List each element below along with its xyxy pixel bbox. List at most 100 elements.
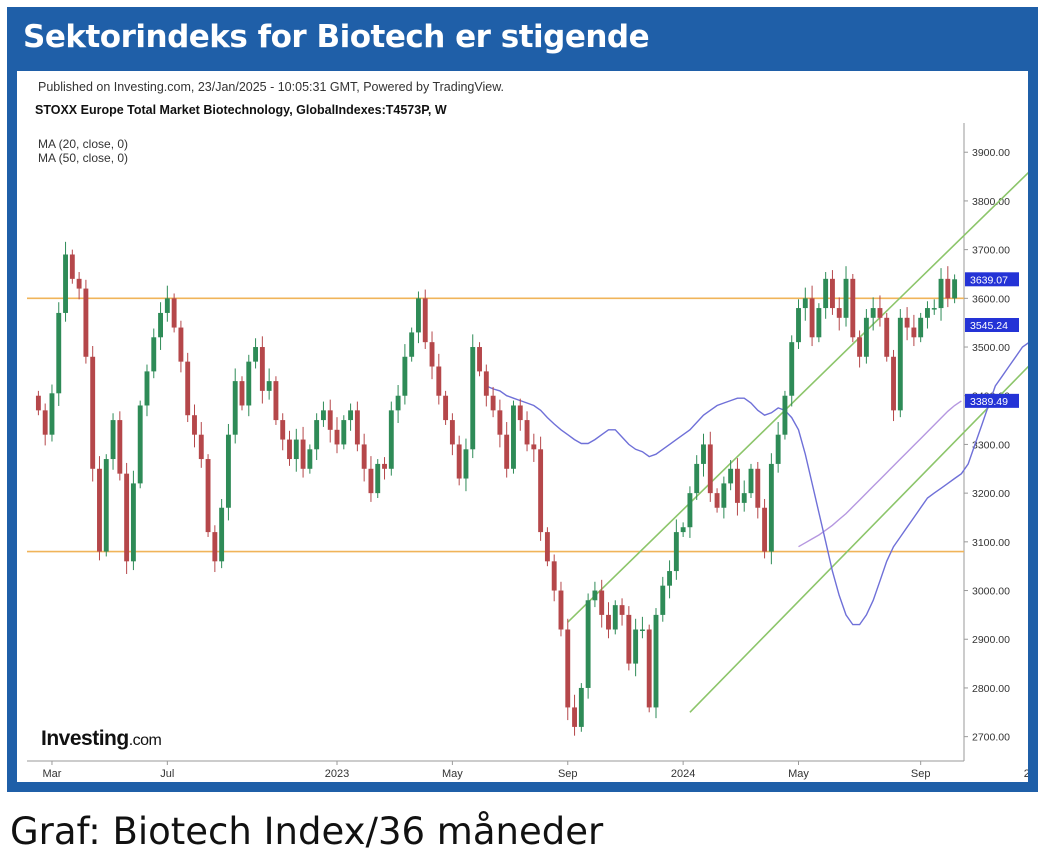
candle-body (857, 337, 863, 357)
candle-body (198, 434, 204, 460)
candle-body (877, 308, 883, 318)
x-tick-label: 2025 (1024, 768, 1028, 780)
candle-body (673, 532, 679, 572)
candle-body (69, 254, 75, 279)
candle-body (565, 629, 571, 708)
candle-body (870, 308, 876, 318)
candle-body (599, 590, 605, 615)
candle-body (225, 434, 231, 508)
x-tick-label: 2023 (325, 768, 349, 780)
candle-body (762, 507, 768, 552)
candle-body (694, 463, 700, 494)
candle-body (300, 439, 306, 469)
trend-channel-line (567, 171, 1028, 623)
investing-logo: Investing.com (41, 727, 162, 750)
x-tick-label: Mar (42, 768, 61, 780)
y-tick-label: 3900.00 (972, 147, 1010, 159)
candle-body (572, 707, 577, 727)
candle-body (477, 347, 482, 372)
price-tag (965, 393, 1019, 408)
candle-body (273, 381, 279, 421)
candle-body (293, 439, 299, 460)
candle-body (734, 468, 740, 503)
candle-body (395, 395, 401, 411)
candle-body (619, 605, 625, 615)
candle-body (382, 463, 387, 469)
candle-body (782, 395, 788, 435)
x-tick-label: Sep (911, 768, 931, 780)
candle-body (246, 361, 252, 406)
candle-body (775, 434, 781, 464)
y-tick-label: 3600.00 (972, 293, 1010, 305)
candle-body (952, 279, 958, 299)
candle-body (212, 532, 218, 562)
candle-body (42, 410, 48, 435)
candle-body (97, 468, 102, 552)
candle-body (925, 308, 930, 318)
candle-body (578, 687, 584, 727)
candle-body (843, 278, 849, 318)
candle-body (544, 532, 550, 562)
candle-body (361, 444, 367, 469)
candle-body (524, 420, 530, 445)
candle-body (463, 449, 469, 479)
y-tick-label: 3100.00 (972, 537, 1010, 549)
candle-body (185, 361, 191, 416)
y-tick-label: 3200.00 (972, 488, 1010, 500)
candle-body (796, 308, 801, 343)
candle-body (667, 571, 673, 586)
candle-body (117, 420, 123, 474)
candle-body (470, 347, 476, 450)
candle-body (416, 298, 421, 333)
candle-body (110, 420, 116, 460)
candle-body (836, 308, 842, 318)
candle-body (626, 614, 632, 664)
candle-body (714, 493, 720, 508)
candle-body (680, 527, 686, 533)
candle-body (103, 459, 109, 552)
candle-body (897, 317, 903, 411)
candle-body (35, 395, 41, 411)
y-tick-label: 3700.00 (972, 245, 1010, 257)
candle-body (124, 473, 130, 562)
candle-body (449, 420, 455, 445)
ma50-legend: MA (50, close, 0) (38, 151, 129, 165)
candle-body (307, 449, 313, 469)
candle-body (728, 468, 734, 484)
candle-body (178, 327, 184, 362)
candle-body (802, 298, 808, 309)
ma50-line (798, 400, 962, 548)
candle-body (592, 590, 598, 601)
candle-body (164, 298, 170, 313)
x-tick-label: May (442, 768, 463, 780)
candle-body (348, 410, 354, 421)
candle-body (287, 439, 292, 460)
candle-body (931, 308, 937, 310)
candle-body (945, 278, 951, 299)
published-line: Published on Investing.com, 23/Jan/2025 … (38, 80, 505, 94)
price-tag-label: 3545.24 (970, 320, 1008, 332)
candle-body (259, 347, 265, 391)
candle-body (334, 429, 340, 445)
candle-body (483, 371, 489, 396)
candle-body (911, 327, 917, 338)
page-title: Sektorindeks for Biotech er stigende (23, 19, 650, 55)
candle-body (551, 561, 557, 591)
candle-body (327, 410, 333, 430)
price-tag (965, 272, 1019, 287)
candle-body (639, 629, 645, 632)
candle-body (402, 356, 408, 396)
y-tick-label: 2800.00 (972, 683, 1010, 695)
price-tag-label: 3389.49 (970, 396, 1008, 408)
trend-channel-line (689, 365, 1028, 713)
candle-body (443, 395, 449, 421)
ma20-legend: MA (20, close, 0) (38, 137, 129, 151)
candle-body (823, 278, 829, 309)
candle-body (809, 298, 815, 338)
candle-body (504, 434, 510, 469)
price-tag (965, 317, 1019, 332)
y-tick-label: 3000.00 (972, 586, 1010, 598)
candle-body (511, 405, 516, 469)
candle-body (918, 317, 924, 338)
candle-body (158, 312, 163, 338)
